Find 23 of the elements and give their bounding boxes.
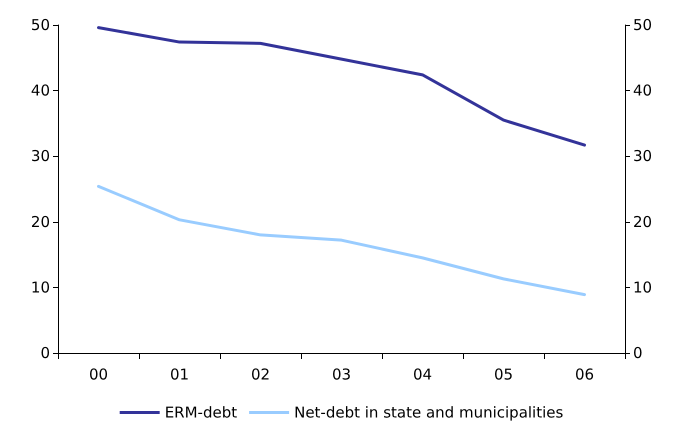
x-tick-label: 00 [88,366,108,384]
y-tick-label: 50 [30,16,50,34]
line-series [97,184,586,296]
x-tick-label: 05 [494,366,514,384]
legend-label: Net-debt in state and municipalities [294,404,564,422]
x-tick-label: 03 [332,366,352,384]
y-tick-label: 0 [40,344,50,362]
y2-tick-label: 0 [633,344,643,362]
y-tick-label: 10 [30,278,50,296]
x-tick-label: 02 [250,366,270,384]
y2-tick-label: 50 [633,16,652,34]
y-tick-label: 30 [30,147,50,166]
line-series [97,26,586,147]
y2-tick-label: 20 [633,212,652,231]
y-tick-label: 20 [30,212,50,231]
y2-tick-label: 10 [633,278,652,296]
y2-tick-label: 30 [633,147,652,166]
x-tick-label: 06 [574,366,594,384]
legend-label: ERM-debt [164,404,238,422]
x-tick-label: 04 [412,366,432,384]
y2-tick-label: 40 [633,82,652,100]
y-tick-label: 40 [30,82,50,100]
x-tick-label: 01 [170,366,190,384]
